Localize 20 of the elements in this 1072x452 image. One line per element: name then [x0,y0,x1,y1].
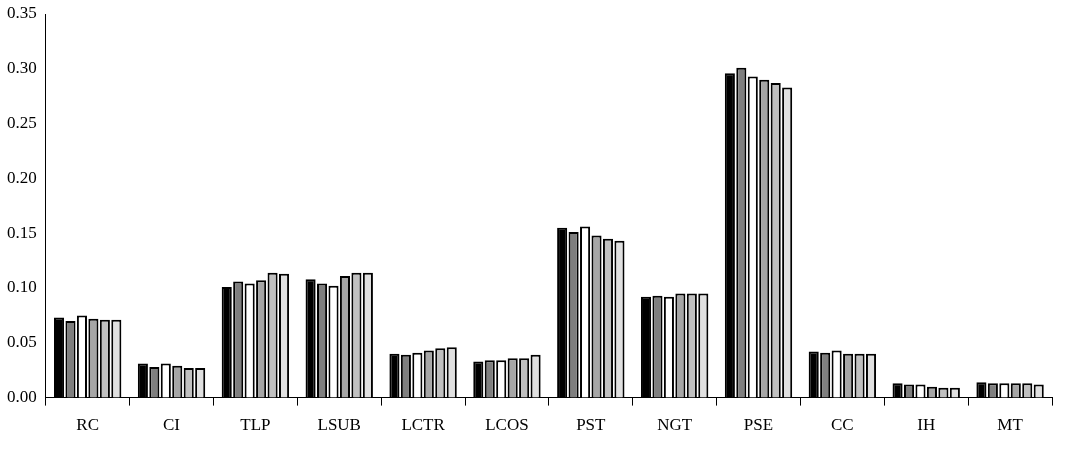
x-tick-label: CC [831,415,854,435]
x-tick-label: LCOS [485,415,529,435]
x-tick-label: TLP [240,415,271,435]
x-tick-label: NGT [657,415,693,435]
x-tick-label: PST [576,415,607,435]
x-tick-label: CI [163,415,181,435]
y-tick-label: 0.00 [7,387,37,407]
x-tick-label: LSUB [317,415,361,435]
x-tick-label: LCTR [401,415,446,435]
y-tick-label: 0.35 [7,3,37,23]
x-tick-label: RC [76,415,100,435]
y-tick-label: 0.20 [7,167,37,187]
x-tick-label: PSE [743,415,774,435]
x-tick-label: IH [917,415,936,435]
x-tick-label: MT [997,415,1024,435]
y-tick-label: 0.15 [7,222,37,242]
y-tick-label: 0.05 [7,332,37,352]
y-tick-label: 0.30 [7,58,37,78]
y-tick-label: 0.25 [7,113,37,133]
y-tick-label: 0.10 [7,277,37,297]
